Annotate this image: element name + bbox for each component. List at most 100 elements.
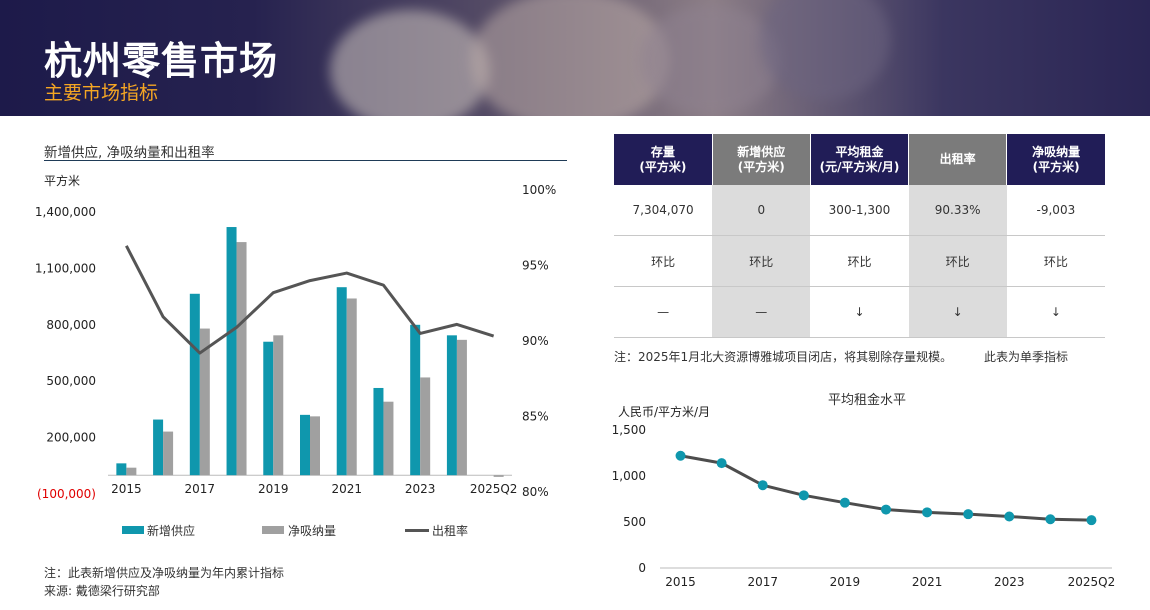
y-tick-label: 0 — [638, 561, 646, 575]
left-y-unit: 平方米 — [44, 174, 81, 188]
kpi-value: 7,304,070 — [614, 185, 713, 236]
x-tick-label: 2015 — [111, 482, 142, 496]
source-note: 来源: 戴德梁行研究部 — [44, 584, 160, 598]
kpi-qoq-label: 环比 — [614, 235, 713, 287]
rent-point — [881, 504, 891, 515]
y-tick-label: 1,000 — [612, 469, 646, 483]
bar — [263, 341, 274, 476]
bar — [273, 335, 284, 476]
x-tick-label: 2021 — [912, 575, 943, 589]
bar — [420, 377, 431, 476]
page-title: 杭州零售市场 — [44, 39, 279, 83]
kpi-header-stock: 存量 (平方米) — [614, 134, 713, 185]
kpi-trend-indicator: — — [614, 286, 713, 338]
kpi-qoq-label: 环比 — [908, 235, 1007, 287]
x-tick-label: 2019 — [830, 575, 861, 589]
x-tick-label: 2019 — [258, 482, 289, 496]
rent-point — [798, 490, 809, 501]
table-note: 注：2025年1月北大资源博雅城项目闭店，将其剔除存量规模。 — [614, 350, 953, 364]
rent-point — [757, 480, 768, 491]
kpi-trend-indicator: ↓ — [908, 286, 1007, 338]
rent-chart-title: 平均租金水平 — [828, 392, 906, 408]
rent-point — [1086, 515, 1097, 526]
kpi-trend-row: — — ↓ ↓ ↓ — [614, 286, 1105, 338]
rent-point — [922, 507, 933, 518]
banner-photo-highlight — [470, 0, 670, 116]
bar — [163, 431, 174, 476]
legend-line-occupancy — [405, 529, 429, 532]
footnote: 注：此表新增供应及净吸纳量为年内累计指标 — [44, 566, 285, 580]
banner-photo-highlight — [640, 5, 780, 115]
kpi-trend-indicator: — — [712, 286, 811, 338]
rent-point — [716, 458, 727, 469]
y-right-tick-label: 100% — [522, 183, 556, 197]
bar — [346, 298, 357, 476]
banner-photo-highlight — [330, 10, 490, 116]
bar — [446, 335, 457, 476]
y-right-tick-label: 80% — [522, 485, 549, 499]
legend-label-occupancy: 出租率 — [432, 524, 469, 538]
bar — [126, 467, 137, 476]
kpi-header-net-absorption: 净吸纳量 (平方米) — [1006, 134, 1105, 185]
bar — [226, 227, 237, 476]
rent-point — [963, 509, 974, 520]
rent-y-unit: 人民币/平方米/月 — [618, 404, 710, 419]
kpi-qoq-label: 环比 — [810, 235, 909, 287]
y-left-tick-label: 1,100,000 — [35, 261, 96, 275]
kpi-value: 300-1,300 — [810, 185, 909, 236]
x-tick-label: 2025Q2 — [1068, 575, 1116, 589]
x-tick-label: 2017 — [185, 482, 216, 496]
bar — [336, 287, 347, 476]
kpi-value: 90.33% — [908, 185, 1007, 236]
bar — [373, 387, 384, 476]
kpi-header-avg-rent: 平均租金 (元/平方米/月) — [810, 134, 910, 185]
x-tick-label: 2025Q2 — [470, 482, 518, 496]
rent-point — [675, 450, 686, 461]
divider — [44, 160, 567, 161]
y-left-tick-label: 1,400,000 — [35, 205, 96, 219]
page-subtitle: 主要市场指标 — [44, 82, 159, 104]
y-right-tick-label: 95% — [522, 259, 549, 273]
y-tick-label: 500 — [623, 515, 646, 529]
banner-photo-highlight — [760, 0, 890, 100]
y-left-tick-label: 200,000 — [46, 431, 96, 445]
legend-label-absorption: 净吸纳量 — [288, 524, 337, 538]
x-tick-label: 2021 — [331, 482, 362, 496]
kpi-qoq-label: 环比 — [1006, 235, 1105, 287]
bar — [383, 401, 394, 476]
y-right-tick-label: 90% — [522, 334, 549, 348]
kpi-value: 0 — [712, 185, 811, 236]
kpi-table: 存量 (平方米) 新增供应 (平方米) 平均租金 (元/平方米/月) 出租率 净吸纳量… — [614, 134, 1105, 338]
kpi-qoq-label: 环比 — [712, 235, 811, 287]
kpi-trend-indicator: ↓ — [1006, 286, 1105, 338]
bar — [410, 324, 421, 476]
left-chart-title: 新增供应, 净吸纳量和出租率 — [44, 145, 215, 161]
y-left-tick-label: 500,000 — [46, 374, 96, 388]
legend-label-supply: 新增供应 — [147, 524, 196, 538]
kpi-qoq-row: 环比 环比 环比 环比 环比 — [614, 235, 1105, 287]
bar — [310, 416, 320, 476]
bar — [199, 328, 210, 476]
bar — [493, 475, 504, 477]
rent-point — [839, 497, 850, 508]
header-banner: 杭州零售市场 主要市场指标 — [0, 0, 1150, 116]
rent-point — [1004, 511, 1015, 522]
bar — [456, 339, 467, 476]
x-tick-label: 2023 — [994, 575, 1025, 589]
x-tick-label: 2015 — [665, 575, 696, 589]
bar — [189, 293, 200, 476]
y-right-tick-label: 85% — [522, 410, 549, 424]
legend-swatch-supply — [122, 526, 144, 534]
kpi-value-row: 7,304,070 0 300-1,300 90.33% -9,003 — [614, 185, 1105, 236]
table-note-quarterly: 此表为单季指标 — [984, 350, 1069, 364]
legend-swatch-absorption — [262, 526, 284, 534]
y-left-tick-label: 800,000 — [46, 318, 96, 332]
kpi-header-occupancy: 出租率 — [908, 134, 1008, 185]
bar — [236, 242, 247, 476]
legend: 新增供应 净吸纳量 出租率 — [122, 522, 522, 540]
kpi-header-new-supply: 新增供应 (平方米) — [712, 134, 811, 185]
x-tick-label: 2023 — [405, 482, 436, 496]
combo-chart: 1,400,000 1,100,000 800,000 500,000 200,000 (… — [35, 183, 556, 501]
y-left-tick-label: (100,000) — [37, 487, 96, 501]
